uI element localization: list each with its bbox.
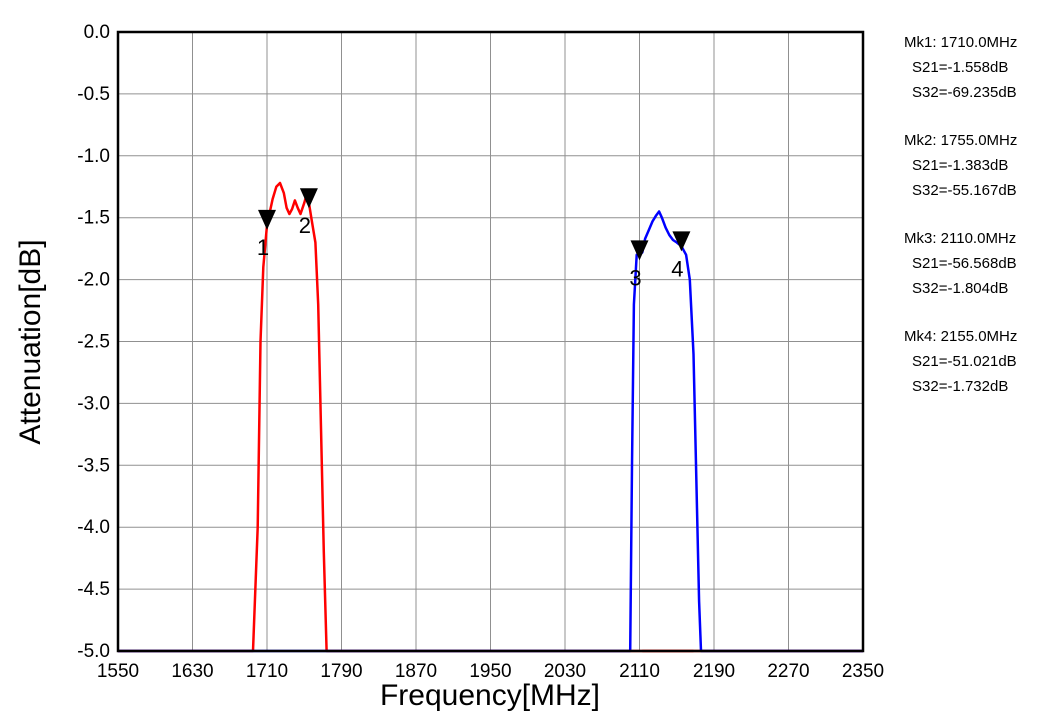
x-tick-label: 1950 xyxy=(469,661,511,682)
legend-s21-line: S21=-51.021dB xyxy=(912,353,1017,370)
marker-number: 1 xyxy=(257,235,269,260)
marker-number: 2 xyxy=(299,213,311,238)
series-line-s21 xyxy=(118,181,863,653)
series-line-s32 xyxy=(118,210,863,653)
x-tick-label: 1710 xyxy=(246,661,288,682)
legend-mk-line: Mk3: 2110.0MHz xyxy=(904,230,1016,247)
legend-s32-line: S32=-1.804dB xyxy=(912,280,1008,297)
y-tick-label: -4.5 xyxy=(77,579,110,600)
x-tick-label: 2030 xyxy=(544,661,586,682)
marker-triangle xyxy=(299,188,318,209)
legend-mk-line: Mk1: 1710.0MHz xyxy=(904,34,1017,51)
marker-triangle xyxy=(630,240,649,261)
y-tick-label: -2.5 xyxy=(77,332,110,353)
markers-group: 1 2 3 4 xyxy=(257,188,691,290)
x-tick-label: 2190 xyxy=(693,661,735,682)
legend-s21-line: S21=-56.568dB xyxy=(912,255,1017,272)
x-tick-label: 1630 xyxy=(171,661,213,682)
x-tick-label: 2110 xyxy=(619,661,660,682)
y-axis-title: Attenuation[dB] xyxy=(14,239,47,444)
x-tick-label: 2350 xyxy=(842,661,884,682)
marker-triangle xyxy=(672,231,691,252)
legend-s21-line: S21=-1.558dB xyxy=(912,59,1008,76)
y-tick-label: -5.0 xyxy=(77,641,110,662)
plot-frame xyxy=(116,30,865,653)
x-tick-labels: 1550 1630 1710 1790 1870 1950 2030 2110 2190 2270… xyxy=(97,661,884,682)
y-tick-label: -1.5 xyxy=(77,208,110,229)
y-tick-label: -0.5 xyxy=(77,84,110,105)
x-tick-label: 1550 xyxy=(97,661,139,682)
marker-legend: Mk1: 1710.0MHz S21=-1.558dB S32=-69.235dB M… xyxy=(904,34,1017,395)
legend-s21-line: S21=-1.383dB xyxy=(912,157,1008,174)
y-tick-label: -3.5 xyxy=(77,455,110,476)
legend-s32-line: S32=-1.732dB xyxy=(912,378,1008,395)
y-tick-label: -4.0 xyxy=(77,517,110,538)
x-tick-label: 1870 xyxy=(395,661,437,682)
x-tick-label: 1790 xyxy=(320,661,362,682)
marker-triangle xyxy=(258,209,276,230)
legend-s32-line: S32=-69.235dB xyxy=(912,84,1017,101)
y-tick-label: 0.0 xyxy=(84,22,110,43)
legend-mk-line: Mk2: 1755.0MHz xyxy=(904,132,1017,149)
y-tick-label: -2.0 xyxy=(77,270,110,291)
x-tick-label: 2270 xyxy=(767,661,809,682)
marker-number: 3 xyxy=(629,265,641,290)
y-tick-label: -3.0 xyxy=(77,393,110,414)
y-tick-labels: 0.0 -0.5 -1.0 -1.5 -2.0 -2.5 -3.0 -3.5 -4.0 -4.5 -… xyxy=(77,22,110,662)
y-tick-label: -1.0 xyxy=(77,146,110,167)
legend-mk-line: Mk4: 2155.0MHz xyxy=(904,328,1017,345)
x-axis-title: Frequency[MHz] xyxy=(380,679,600,712)
legend-s32-line: S32=-55.167dB xyxy=(912,182,1017,199)
marker-number: 4 xyxy=(671,256,683,281)
